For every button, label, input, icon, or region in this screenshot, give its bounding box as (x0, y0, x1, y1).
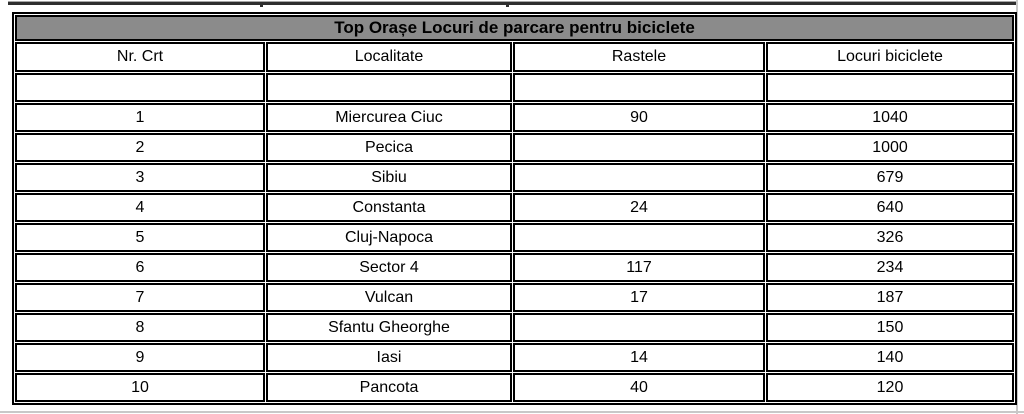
column-header-rastele: Rastele (513, 42, 765, 72)
cell-nr-crt: 5 (15, 223, 265, 252)
cropped-row-edge (8, 1, 1016, 7)
cell-rastele: 90 (513, 103, 765, 132)
cell-rastele: 117 (513, 253, 765, 282)
cell-nr-crt: 2 (15, 133, 265, 162)
page-bottom-edge-line (0, 411, 1024, 413)
table-row: 6 Sector 4 117 234 (15, 253, 1015, 282)
cell-localitate: Vulcan (266, 283, 512, 312)
cell-rastele (513, 163, 765, 192)
bike-parking-table: Top Orașe Locuri de parcare pentru bicic… (12, 12, 1018, 405)
cell-localitate: Pancota (266, 373, 512, 402)
cell-localitate: Cluj-Napoca (266, 223, 512, 252)
cell-nr-crt: 7 (15, 283, 265, 312)
cell-locuri-biciclete: 140 (766, 343, 1015, 372)
cell-nr-crt: 1 (15, 103, 265, 132)
cell-rastele (513, 223, 765, 252)
cell-rastele: 17 (513, 283, 765, 312)
cell-localitate (266, 73, 512, 102)
cell-localitate: Sibiu (266, 163, 512, 192)
cell-localitate: Iasi (266, 343, 512, 372)
title-row: Top Orașe Locuri de parcare pentru bicic… (15, 15, 1015, 41)
cell-locuri-biciclete: 640 (766, 193, 1015, 222)
table-title: Top Orașe Locuri de parcare pentru bicic… (15, 15, 1015, 41)
cell-locuri-biciclete: 120 (766, 373, 1015, 402)
table-row: 7 Vulcan 17 187 (15, 283, 1015, 312)
cell-nr-crt (15, 73, 265, 102)
cell-nr-crt: 6 (15, 253, 265, 282)
cell-locuri-biciclete: 326 (766, 223, 1015, 252)
cropped-column-divider (506, 2, 509, 7)
header-row: Nr. Crt Localitate Rastele Locuri bicicl… (15, 42, 1015, 72)
cell-locuri-biciclete: 679 (766, 163, 1015, 192)
cell-nr-crt: 4 (15, 193, 265, 222)
table-row: 5 Cluj-Napoca 326 (15, 223, 1015, 252)
cell-rastele: 40 (513, 373, 765, 402)
cell-localitate: Sector 4 (266, 253, 512, 282)
cell-locuri-biciclete: 1040 (766, 103, 1015, 132)
table-row: 3 Sibiu 679 (15, 163, 1015, 192)
cell-nr-crt: 10 (15, 373, 265, 402)
table-row: 1 Miercurea Ciuc 90 1040 (15, 103, 1015, 132)
cell-rastele: 14 (513, 343, 765, 372)
table-row: 4 Constanta 24 640 (15, 193, 1015, 222)
table-row: 10 Pancota 40 120 (15, 373, 1015, 402)
cell-nr-crt: 9 (15, 343, 265, 372)
cell-nr-crt: 3 (15, 163, 265, 192)
table-row: 8 Sfantu Gheorghe 150 (15, 313, 1015, 342)
column-header-locuri-biciclete: Locuri biciclete (766, 42, 1015, 72)
cell-locuri-biciclete: 1000 (766, 133, 1015, 162)
cell-localitate: Miercurea Ciuc (266, 103, 512, 132)
cell-localitate: Sfantu Gheorghe (266, 313, 512, 342)
cell-rastele (513, 73, 765, 102)
cell-localitate: Pecica (266, 133, 512, 162)
table-row: 9 Iasi 14 140 (15, 343, 1015, 372)
cell-rastele: 24 (513, 193, 765, 222)
cell-locuri-biciclete (766, 73, 1015, 102)
cell-locuri-biciclete: 234 (766, 253, 1015, 282)
cell-rastele (513, 133, 765, 162)
cell-localitate: Constanta (266, 193, 512, 222)
column-header-nr-crt: Nr. Crt (15, 42, 265, 72)
table-body: 1 Miercurea Ciuc 90 1040 2 Pecica 1000 3… (15, 73, 1015, 402)
cropped-column-divider (260, 2, 263, 7)
table-row: 2 Pecica 1000 (15, 133, 1015, 162)
cell-locuri-biciclete: 150 (766, 313, 1015, 342)
cell-nr-crt: 8 (15, 313, 265, 342)
cell-locuri-biciclete: 187 (766, 283, 1015, 312)
cell-rastele (513, 313, 765, 342)
column-header-localitate: Localitate (266, 42, 512, 72)
table-row (15, 73, 1015, 102)
